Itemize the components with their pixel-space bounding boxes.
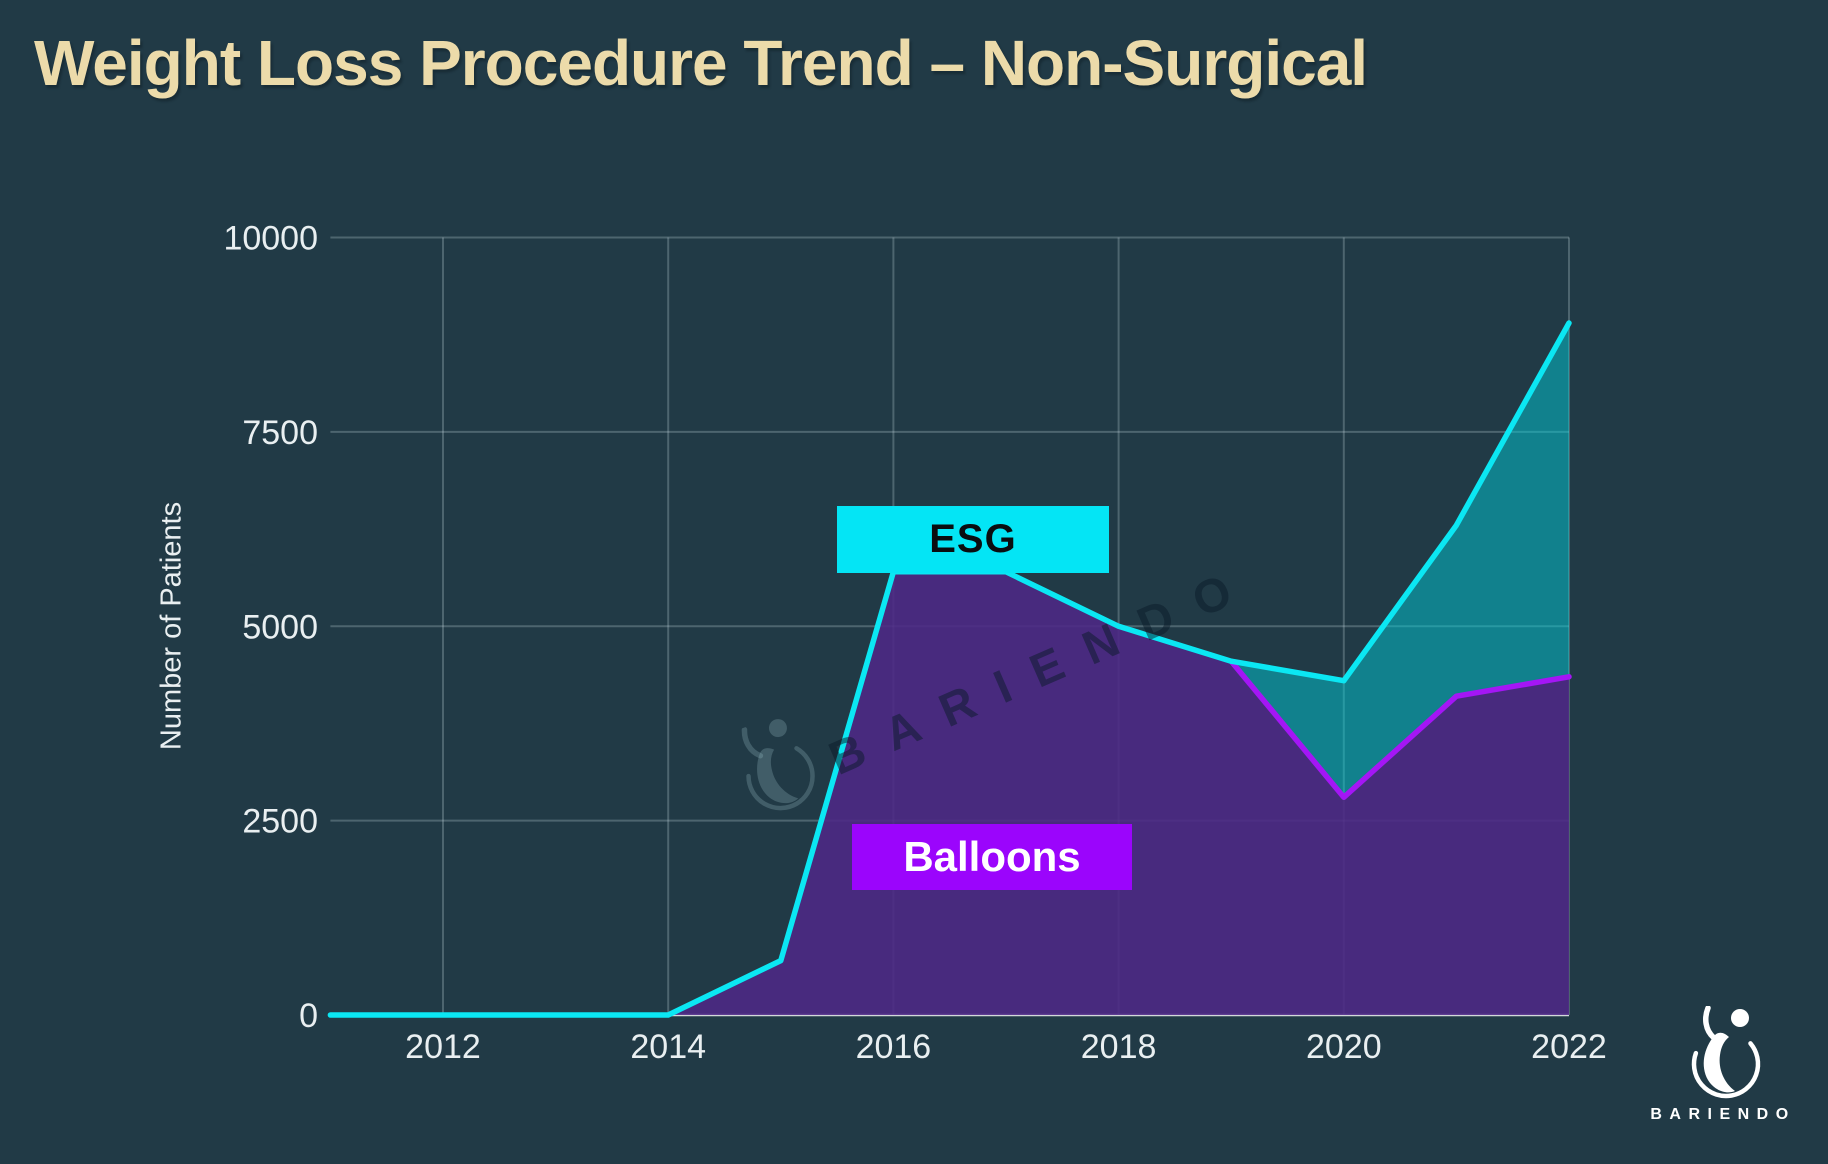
- axis-tick-labels: 0 2500 5000 7500 10000 2012 2014 2016 2018 2020 20…: [223, 220, 1606, 1067]
- esg-series-label-text: ESG: [929, 517, 1017, 561]
- bariendo-logo: BARIENDO: [1623, 1004, 1823, 1144]
- balloons-series-label: Balloons: [852, 824, 1132, 890]
- x-tick-label: 2018: [1081, 1028, 1157, 1066]
- x-tick-label: 2016: [856, 1028, 932, 1066]
- balloons-area: [330, 571, 1569, 1015]
- balloons-line: [1228, 658, 1572, 801]
- balloons-series-label-text: Balloons: [903, 833, 1081, 880]
- y-tick-label: 10000: [223, 220, 318, 258]
- bariendo-logo-text: BARIENDO: [1650, 1106, 1796, 1123]
- y-tick-label: 7500: [242, 414, 318, 452]
- y-tick-label: 2500: [242, 803, 318, 841]
- bariendo-logo-icon: [1691, 1006, 1761, 1099]
- x-tick-label: 2022: [1531, 1028, 1607, 1066]
- watermark-logo-icon: [741, 719, 815, 811]
- y-tick-label: 5000: [242, 608, 318, 646]
- esg-series-label: ESG: [837, 506, 1109, 573]
- x-tick-label: 2014: [630, 1028, 706, 1066]
- y-tick-label: 0: [299, 997, 318, 1035]
- x-tick-label: 2020: [1306, 1028, 1382, 1066]
- x-tick-label: 2012: [405, 1028, 481, 1066]
- chart-title: Weight Loss Procedure Trend – Non-Surgic…: [34, 27, 1368, 99]
- esg-area: [1231, 323, 1569, 798]
